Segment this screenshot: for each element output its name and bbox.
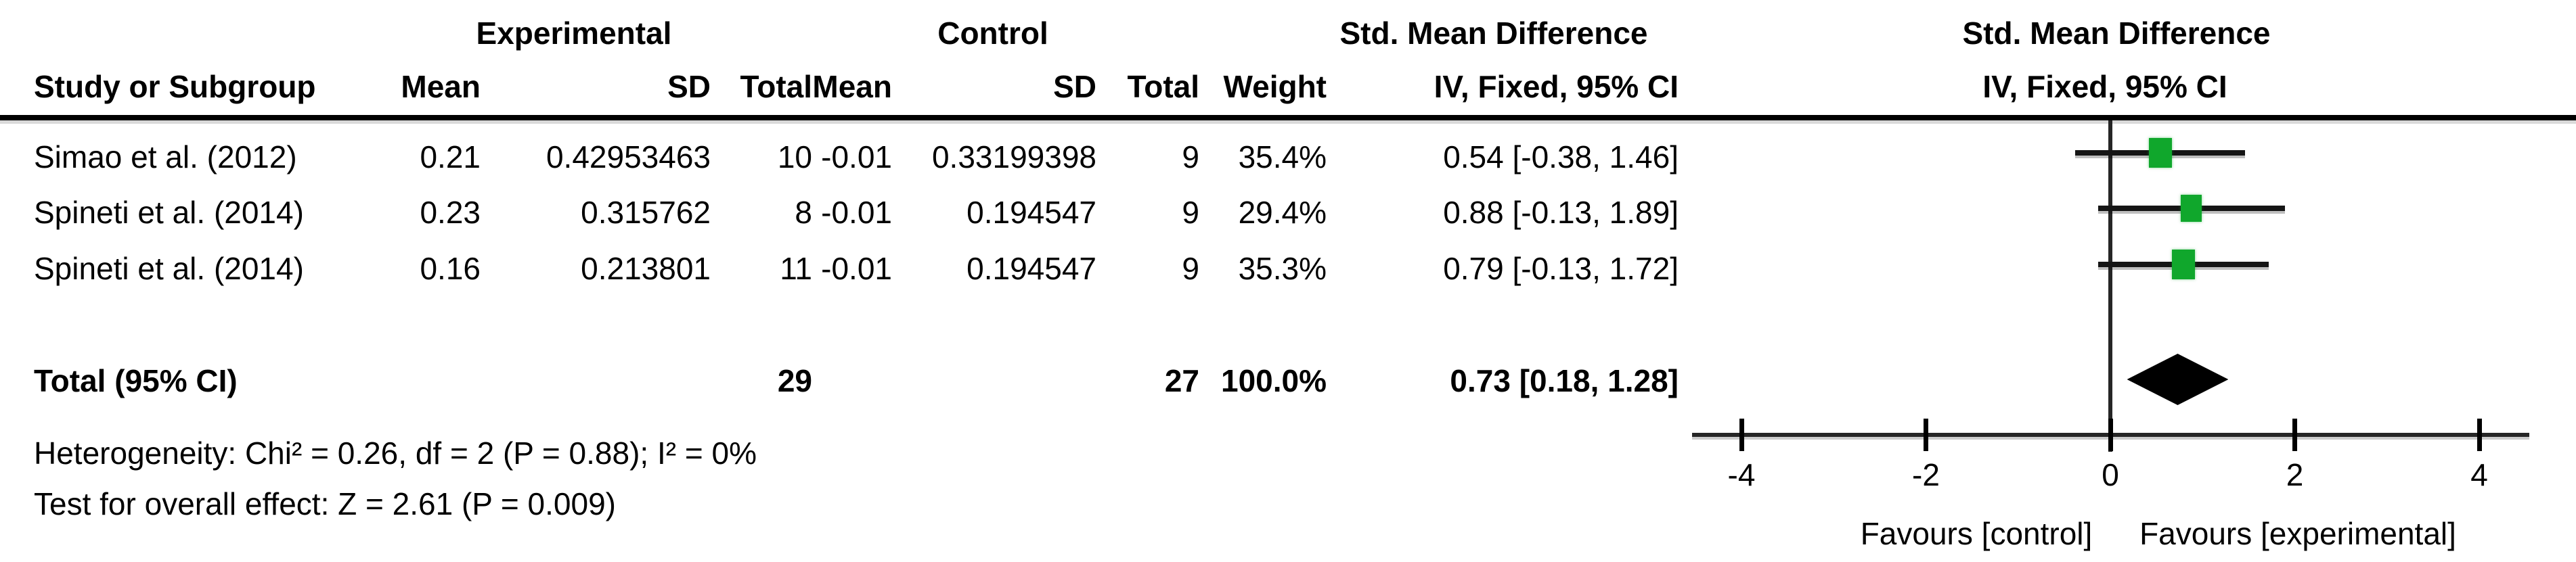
col-header-ci-plot: IV, Fixed, 95% CI bbox=[1982, 69, 2227, 104]
cell-ctrl-total: 9 bbox=[1182, 195, 1199, 230]
cell-exp-mean: 0.16 bbox=[420, 251, 481, 286]
cell-study-name: Spineti et al. (2014) bbox=[34, 195, 304, 230]
cell-smd-ci: 0.88 [-0.13, 1.89] bbox=[1443, 195, 1679, 230]
cell-exp-sd: 0.213801 bbox=[581, 251, 711, 286]
cell-ctrl-total: 9 bbox=[1182, 139, 1199, 174]
col-header-study: Study or Subgroup bbox=[34, 69, 316, 104]
cell-exp-total: 10 bbox=[777, 139, 812, 174]
col-header-exp-total: Total bbox=[740, 69, 812, 104]
cell-exp-total: 11 bbox=[780, 251, 812, 286]
header-group-smd-text: Std. Mean Difference bbox=[1339, 16, 1648, 51]
total-exp-total: 29 bbox=[777, 363, 812, 398]
heterogeneity-note: Heterogeneity: Chi² = 0.26, df = 2 (P = … bbox=[34, 436, 757, 471]
weight-square bbox=[2148, 138, 2172, 168]
favours-control-label: Favours [control] bbox=[1860, 516, 2093, 551]
col-header-weight: Weight bbox=[1223, 69, 1327, 104]
total-ctrl-total: 27 bbox=[1164, 363, 1199, 398]
study-row: Spineti et al. (2014) 0.16 0.213801 11 -0.01… bbox=[0, 241, 1679, 296]
cell-weight: 29.4% bbox=[1238, 195, 1327, 230]
total-row: Total (95% CI) 29 27 100.0% 0.73 [0.18, … bbox=[0, 353, 1679, 408]
axis-tick bbox=[1924, 419, 1928, 451]
study-row: Spineti et al. (2014) 0.23 0.315762 8 -0.01 0… bbox=[0, 185, 1679, 240]
total-label: Total (95% CI) bbox=[34, 363, 238, 398]
axis-tick-label: -2 bbox=[1912, 457, 1940, 492]
cell-weight: 35.3% bbox=[1238, 251, 1327, 286]
cell-ctrl-sd: 0.194547 bbox=[967, 195, 1096, 230]
cell-study-name: Simao et al. (2012) bbox=[34, 139, 297, 174]
header-group-experimental: Experimental bbox=[476, 16, 672, 51]
weight-square bbox=[2181, 195, 2202, 222]
col-header-ci: IV, Fixed, 95% CI bbox=[1434, 69, 1679, 104]
axis-tick-label: 2 bbox=[2286, 457, 2304, 492]
axis-tick-label: 0 bbox=[2102, 457, 2119, 492]
study-row: Simao et al. (2012) 0.21 0.42953463 10 -0.01… bbox=[0, 129, 1679, 185]
zero-line bbox=[2108, 120, 2112, 452]
total-weight: 100.0% bbox=[1220, 363, 1327, 398]
cell-ctrl-mean: -0.01 bbox=[821, 251, 892, 286]
cell-exp-mean: 0.21 bbox=[420, 139, 481, 174]
cell-weight: 35.4% bbox=[1238, 139, 1327, 174]
col-header-ctrl-total: Total bbox=[1127, 69, 1199, 104]
cell-ctrl-mean: -0.01 bbox=[821, 195, 892, 230]
weight-square bbox=[2171, 250, 2195, 279]
cell-ctrl-mean: -0.01 bbox=[821, 139, 892, 174]
axis-tick bbox=[2292, 419, 2297, 451]
header-group-smd-plot: Std. Mean Difference bbox=[1962, 16, 2271, 51]
favours-experimental-label: Favours [experimental] bbox=[2139, 516, 2456, 551]
col-header-exp-sd: SD bbox=[667, 69, 711, 104]
axis-tick bbox=[2477, 419, 2482, 451]
cell-exp-mean: 0.23 bbox=[420, 195, 481, 230]
axis-tick-label: 4 bbox=[2470, 457, 2488, 492]
col-header-ctrl-sd: SD bbox=[1053, 69, 1096, 104]
cell-exp-sd: 0.315762 bbox=[581, 195, 711, 230]
cell-study-name: Spineti et al. (2014) bbox=[34, 251, 304, 286]
total-smd: 0.73 [0.18, 1.28] bbox=[1450, 363, 1679, 398]
cell-exp-total: 8 bbox=[795, 195, 812, 230]
table-header-row: Study or Subgroup Mean SD Total Mean SD … bbox=[0, 59, 1679, 114]
cell-smd-ci: 0.79 [-0.13, 1.72] bbox=[1443, 251, 1679, 286]
cell-exp-sd: 0.42953463 bbox=[546, 139, 711, 174]
axis-tick bbox=[1739, 419, 1744, 451]
header-divider bbox=[0, 115, 2576, 120]
cell-ctrl-sd: 0.194547 bbox=[967, 251, 1096, 286]
axis-tick bbox=[2108, 419, 2113, 451]
total-diamond bbox=[2127, 354, 2229, 405]
overall-effect-note: Test for overall effect: Z = 2.61 (P = 0… bbox=[34, 486, 616, 521]
cell-smd-ci: 0.54 [-0.38, 1.46] bbox=[1443, 139, 1679, 174]
col-header-exp-mean: Mean bbox=[401, 69, 481, 104]
cell-ctrl-sd: 0.33199398 bbox=[931, 139, 1096, 174]
header-group-control: Control bbox=[937, 16, 1048, 51]
axis-tick-label: -4 bbox=[1727, 457, 1756, 492]
cell-ctrl-total: 9 bbox=[1182, 251, 1199, 286]
col-header-ctrl-mean: Mean bbox=[812, 69, 892, 104]
